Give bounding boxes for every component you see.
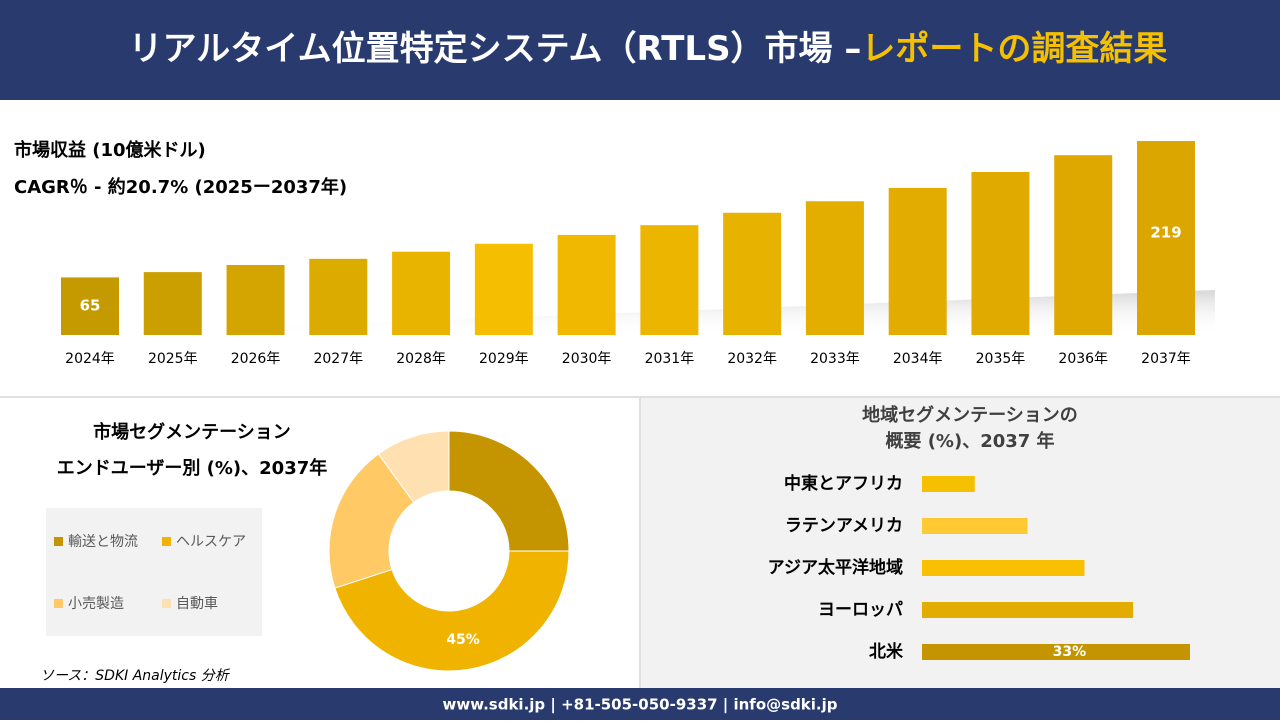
legend-label: ヘルスケア xyxy=(176,534,246,550)
title-main: リアルタイム位置特定システム（RTLS）市場 – xyxy=(129,29,862,69)
chart-title: 市場セグメンテーション xyxy=(93,421,291,443)
x-tick-label: 2034年 xyxy=(893,351,943,367)
footer-band xyxy=(0,688,1280,720)
y-tick-label: ラテンアメリカ xyxy=(785,516,903,536)
chart-title: エンドユーザー別 (%)、2037年 xyxy=(57,457,328,479)
donut-slice xyxy=(334,550,570,672)
legend-swatch xyxy=(54,537,63,546)
bar xyxy=(557,234,616,335)
chart-subtitle: CAGR％ - 約20.7% (2025ー2037年) xyxy=(14,176,347,198)
panel-divider xyxy=(639,398,641,688)
data-label: 33% xyxy=(1053,644,1087,660)
bar xyxy=(392,251,451,335)
divider xyxy=(0,396,1280,398)
chart-title: 概要 (%)、2037 年 xyxy=(885,430,1054,452)
legend-swatch xyxy=(54,599,63,608)
bar xyxy=(309,258,368,335)
bar xyxy=(1054,155,1113,335)
donut-slice xyxy=(448,430,570,552)
x-tick-label: 2028年 xyxy=(396,351,446,367)
y-tick-label: アジア太平洋地域 xyxy=(768,557,903,578)
y-tick-label: ヨーロッパ xyxy=(818,600,903,620)
bar xyxy=(143,272,202,335)
legend-label: 自動車 xyxy=(176,595,218,612)
bar xyxy=(61,277,119,335)
x-tick-label: 2025年 xyxy=(148,351,198,367)
x-tick-label: 2029年 xyxy=(479,351,529,367)
x-tick-label: 2027年 xyxy=(313,351,363,367)
bar xyxy=(805,201,864,335)
data-label: 219 xyxy=(1150,224,1181,242)
right-panel xyxy=(641,398,1280,688)
legend-label: 輸送と物流 xyxy=(68,534,138,550)
bar xyxy=(723,212,782,335)
x-tick-label: 2024年 xyxy=(65,351,115,367)
chart-title: 地域セグメンテーションの xyxy=(862,404,1078,426)
y-tick-label: 北米 xyxy=(869,641,904,662)
bar xyxy=(640,225,699,335)
bar xyxy=(888,187,947,335)
bar xyxy=(922,560,1085,576)
bar xyxy=(226,265,285,335)
bar xyxy=(922,644,1190,660)
x-tick-label: 2033年 xyxy=(810,351,860,367)
x-tick-label: 2037年 xyxy=(1141,351,1191,367)
title-accent: レポートの調査結果 xyxy=(861,29,1167,69)
legend-swatch xyxy=(162,599,171,608)
bar xyxy=(922,476,975,492)
chart-title: 市場収益 (10億米ドル) xyxy=(14,139,206,161)
bar xyxy=(922,518,1028,534)
footer-contact: www.sdki.jp | +81-505-050-9337 | info@sd… xyxy=(442,696,837,715)
legend-swatch xyxy=(162,537,171,546)
source: ソース：SDKI Analytics 分析 xyxy=(40,668,231,684)
bar xyxy=(922,602,1134,618)
donut-slice xyxy=(377,430,450,504)
header-title: リアルタイム位置特定システム（RTLS）市場 –レポートの調査結果 xyxy=(129,29,1168,69)
header-band xyxy=(0,0,1280,100)
donut-slice xyxy=(328,453,415,589)
x-tick-label: 2035年 xyxy=(976,351,1026,367)
x-tick-label: 2032年 xyxy=(727,351,777,367)
x-tick-label: 2030年 xyxy=(562,351,612,367)
bar xyxy=(474,243,533,335)
bar xyxy=(1137,141,1195,335)
bar xyxy=(971,172,1030,335)
legend-box xyxy=(46,508,262,636)
y-tick-label: 中東とアフリカ xyxy=(784,473,903,494)
legend-label: 小売製造 xyxy=(68,596,124,612)
x-tick-label: 2036年 xyxy=(1058,351,1108,367)
x-tick-label: 2026年 xyxy=(231,351,281,367)
data-label: 45% xyxy=(446,632,480,648)
data-label: 65 xyxy=(80,297,101,315)
x-tick-label: 2031年 xyxy=(645,351,695,367)
